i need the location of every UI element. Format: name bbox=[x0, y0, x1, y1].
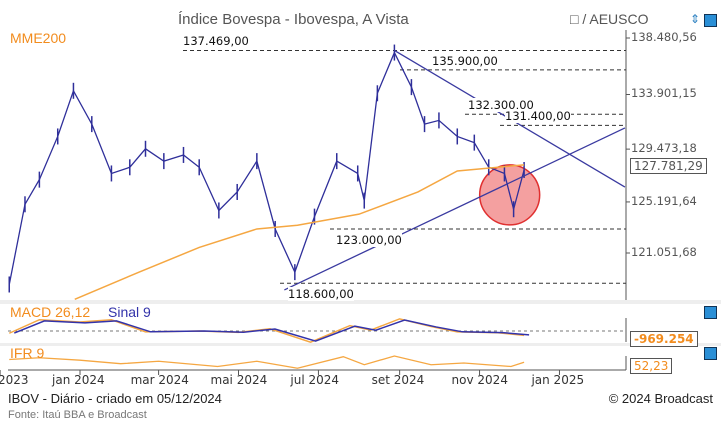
y-tick-label: 129.473,18 bbox=[631, 141, 697, 156]
x-tick-label: jan 2025 bbox=[531, 373, 585, 387]
x-tick-label: jan 2024 bbox=[52, 373, 105, 387]
panel-separator bbox=[0, 343, 721, 346]
y-tick-label: 121.051,68 bbox=[631, 245, 697, 259]
level-label: 123.000,00 bbox=[336, 232, 402, 247]
y-tick-label: 125.191,64 bbox=[631, 193, 697, 208]
export-icon[interactable] bbox=[704, 14, 717, 27]
y-tick-label: 133.901,15 bbox=[631, 86, 697, 101]
x-tick-label: mar 2024 bbox=[130, 373, 189, 387]
trendline bbox=[284, 127, 626, 291]
series-line-ibov bbox=[8, 50, 525, 285]
chart-title: Índice Bovespa - Ibovespa, A Vista bbox=[178, 11, 409, 28]
source-line: IBOV - Diário - criado em 05/12/2024 bbox=[8, 391, 222, 406]
y-tick-label: 138.480,56 bbox=[631, 30, 697, 44]
mme200-legend: MME200 bbox=[10, 30, 67, 46]
copyright: © 2024 Broadcast bbox=[608, 391, 713, 406]
last-price-label: 127.781,29 bbox=[630, 158, 707, 174]
level-label: 135.900,00 bbox=[432, 53, 498, 68]
signal-label: Sinal 9 bbox=[108, 304, 151, 320]
ifr-label: IFR 9 bbox=[10, 345, 45, 361]
ifr-line bbox=[9, 355, 525, 369]
x-tick-label: nov 2023 bbox=[0, 373, 29, 387]
level-label: 137.469,00 bbox=[183, 34, 249, 49]
series-line-mme200 bbox=[74, 164, 525, 300]
ifr-value: 52,23 bbox=[630, 358, 673, 374]
signal-line bbox=[13, 319, 530, 342]
level-label: 118.600,00 bbox=[288, 287, 354, 302]
level-label: 131.400,00 bbox=[505, 109, 571, 124]
macd-value: -969.254 bbox=[630, 331, 698, 347]
ifr-export-icon[interactable] bbox=[704, 347, 717, 360]
ticker-label[interactable]: □ / AEUSCO bbox=[570, 11, 649, 27]
x-tick-label: nov 2024 bbox=[451, 373, 508, 387]
macd-export-icon[interactable] bbox=[704, 306, 717, 319]
macd-label: MACD 26,12 bbox=[10, 304, 91, 320]
x-tick-label: mai 2024 bbox=[210, 373, 268, 387]
credit-line: Fonte: Itaú BBA e Broadcast bbox=[8, 409, 147, 421]
panel-separator bbox=[0, 300, 721, 304]
sort-arrows-icon[interactable]: ⇕ bbox=[690, 12, 701, 26]
level-label: 132.300,00 bbox=[468, 98, 534, 113]
x-tick-label: set 2024 bbox=[371, 373, 425, 387]
x-tick-label: jul 2024 bbox=[290, 373, 340, 387]
